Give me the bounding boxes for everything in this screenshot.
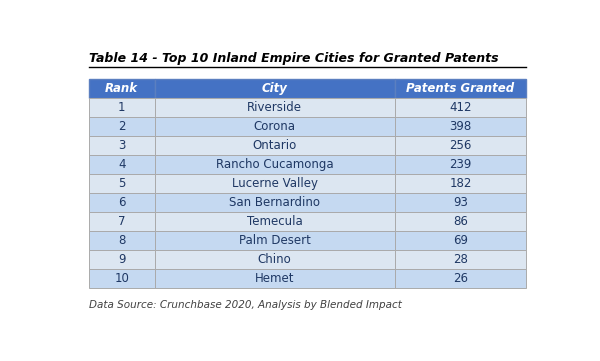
Bar: [155, 99, 395, 117]
Text: 8: 8: [118, 234, 125, 247]
Text: Temecula: Temecula: [247, 215, 302, 228]
Bar: [89, 99, 155, 117]
Text: 412: 412: [449, 101, 472, 114]
Text: Rancho Cucamonga: Rancho Cucamonga: [216, 158, 334, 171]
Text: 28: 28: [453, 253, 468, 266]
Text: Hemet: Hemet: [255, 272, 295, 285]
Bar: [89, 155, 155, 174]
Text: 7: 7: [118, 215, 125, 228]
Bar: [155, 269, 395, 288]
Bar: [155, 231, 395, 250]
Bar: [89, 250, 155, 269]
Bar: [155, 174, 395, 193]
Bar: [89, 193, 155, 212]
Bar: [395, 99, 526, 117]
Text: San Bernardino: San Bernardino: [229, 196, 320, 209]
Text: Table 14 - Top 10 Inland Empire Cities for Granted Patents: Table 14 - Top 10 Inland Empire Cities f…: [89, 52, 499, 65]
Bar: [395, 269, 526, 288]
Text: 9: 9: [118, 253, 125, 266]
Bar: [155, 79, 395, 99]
Text: Palm Desert: Palm Desert: [239, 234, 311, 247]
Bar: [395, 212, 526, 231]
Bar: [89, 136, 155, 155]
Text: Lucerne Valley: Lucerne Valley: [232, 177, 318, 190]
Bar: [395, 231, 526, 250]
Bar: [395, 193, 526, 212]
Text: 10: 10: [114, 272, 129, 285]
Bar: [89, 79, 155, 99]
Bar: [89, 117, 155, 136]
Bar: [395, 117, 526, 136]
Bar: [395, 155, 526, 174]
Text: Ontario: Ontario: [253, 139, 297, 152]
Text: 86: 86: [453, 215, 468, 228]
Text: 26: 26: [453, 272, 468, 285]
Bar: [395, 79, 526, 99]
Bar: [155, 155, 395, 174]
Text: 93: 93: [453, 196, 468, 209]
Text: Rank: Rank: [105, 82, 138, 95]
Text: Chino: Chino: [258, 253, 292, 266]
Text: Corona: Corona: [254, 120, 296, 133]
Text: Patents Granted: Patents Granted: [406, 82, 515, 95]
Text: City: City: [262, 82, 287, 95]
Bar: [395, 136, 526, 155]
Bar: [89, 212, 155, 231]
Text: 5: 5: [118, 177, 125, 190]
Bar: [395, 174, 526, 193]
Text: Data Source: Crunchbase 2020, Analysis by Blended Impact: Data Source: Crunchbase 2020, Analysis b…: [89, 300, 402, 310]
Bar: [155, 212, 395, 231]
Bar: [155, 193, 395, 212]
Text: 239: 239: [449, 158, 472, 171]
Bar: [395, 250, 526, 269]
Bar: [155, 250, 395, 269]
Bar: [89, 269, 155, 288]
Text: 69: 69: [453, 234, 468, 247]
Text: 2: 2: [118, 120, 125, 133]
Text: 256: 256: [449, 139, 472, 152]
Text: 182: 182: [449, 177, 472, 190]
Text: 6: 6: [118, 196, 125, 209]
Bar: [155, 117, 395, 136]
Text: 4: 4: [118, 158, 125, 171]
Text: 3: 3: [118, 139, 125, 152]
Bar: [89, 174, 155, 193]
Bar: [89, 231, 155, 250]
Text: Riverside: Riverside: [247, 101, 302, 114]
Bar: [155, 136, 395, 155]
Text: 398: 398: [449, 120, 472, 133]
Text: 1: 1: [118, 101, 125, 114]
